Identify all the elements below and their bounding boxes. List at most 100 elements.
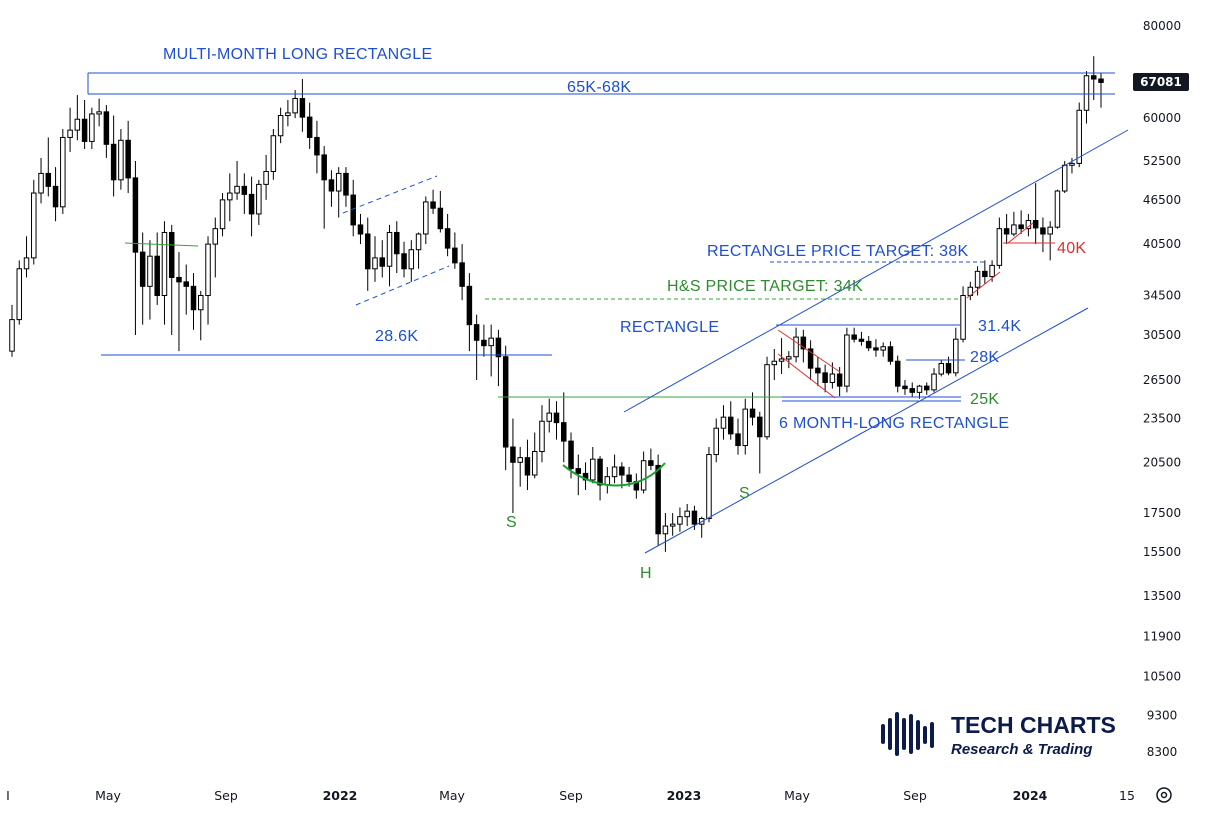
candle [619,462,625,489]
candle [219,193,226,237]
candle [945,356,952,376]
channel-flag-top [342,175,438,214]
wedge-top [777,329,841,373]
candle [139,232,146,325]
candle [1069,157,1075,174]
y-tick-label: 52500 [1143,154,1181,168]
candle [473,314,480,381]
candle [677,507,683,532]
candle [720,405,727,440]
candle [604,467,611,494]
candle [306,102,313,149]
candle [902,380,908,395]
candle [481,324,487,357]
candle [815,356,821,387]
red-rising-line-2 [1007,222,1034,244]
candle [960,286,966,343]
candle [248,176,255,237]
candle [444,213,451,257]
channel-flag-bottom [355,265,450,306]
candle [502,345,509,471]
candle [1003,213,1010,245]
candle [495,329,502,387]
candle [38,157,44,204]
candle [45,137,52,197]
candle [67,107,73,152]
candle [706,447,712,523]
y-tick-label: 80000 [1143,19,1181,33]
candle [880,342,886,357]
candle [437,191,444,233]
candle [423,196,429,245]
candle [23,236,30,278]
candle [263,154,269,200]
candle [74,95,81,141]
candle [611,454,618,484]
candle [1076,102,1082,168]
candle [894,355,901,393]
candle [1032,183,1039,245]
candle [742,398,749,455]
candle [822,364,828,393]
candle [757,411,763,474]
candle [916,384,923,399]
x-tick-label: 15 [1119,788,1135,803]
candle [640,451,647,494]
candle [212,217,219,278]
y-tick-label: 13500 [1143,589,1181,603]
candle [553,401,560,440]
y-tick-label: 30500 [1143,328,1181,342]
candle [546,398,552,433]
candle [459,244,465,301]
y-tick-label: 26500 [1143,373,1181,387]
candle [379,240,386,278]
candle [778,338,785,375]
candle [698,516,705,538]
candle [110,115,117,197]
y-tick-label: 17500 [1143,506,1181,520]
tech-charts-logo: TECH CHARTS Research & Trading [881,712,1116,758]
candle [314,120,320,174]
pattern-lines [87,72,1129,554]
candle [1090,56,1097,101]
green-small-level [124,242,199,247]
candle [205,236,211,325]
candle [735,418,741,455]
y-tick-label: 8300 [1147,745,1178,759]
candle [198,290,204,341]
x-tick-label: May [439,788,465,803]
candle [662,512,669,552]
channel-upper [623,129,1129,413]
candle [89,107,95,149]
logo-title: TECH CHARTS [951,712,1116,738]
candle [931,368,937,393]
candle [52,167,59,222]
candle [350,179,356,237]
candle [16,260,23,325]
candle [938,360,945,377]
last-price-tag: 67081 [1133,73,1189,91]
candle [510,418,516,513]
candle [539,405,545,463]
range-65-68-label: 65K-68K [567,79,631,96]
head-label: H [640,565,652,582]
y-tick-label: 46500 [1143,193,1181,207]
candle [713,418,719,463]
candle [81,100,88,149]
candle [1054,189,1061,229]
candle [633,473,640,499]
candle [684,503,690,527]
gear-icon[interactable] [1156,787,1172,803]
x-tick-label: May [784,788,810,803]
y-tick-label: 23500 [1143,412,1181,426]
candle [147,240,153,320]
candle [597,456,603,501]
y-tick-label: 60000 [1143,111,1181,125]
candle [1098,73,1104,108]
y-tick-label: 40500 [1143,237,1181,251]
logo-subtitle: Research & Trading [951,741,1092,758]
candle [727,401,734,440]
candle [270,129,277,180]
candle [154,232,160,305]
candle [234,160,240,200]
